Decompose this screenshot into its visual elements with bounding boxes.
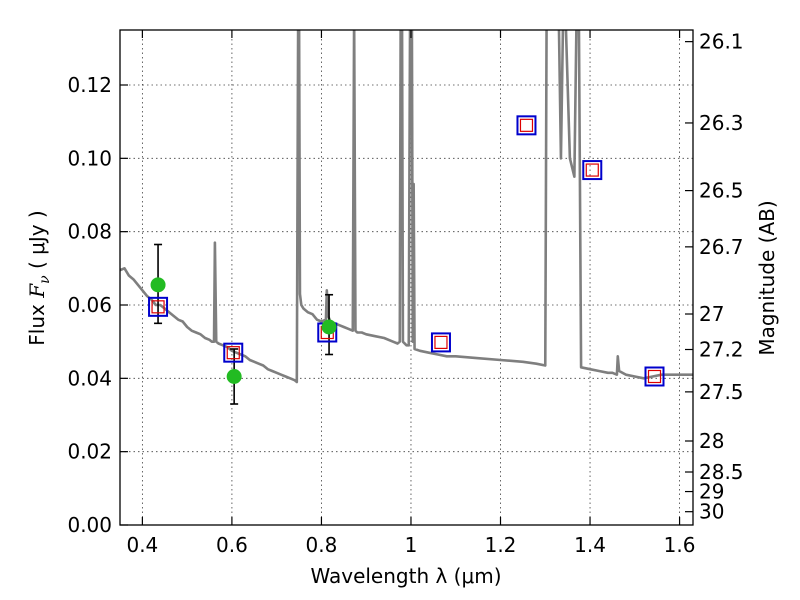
- x-axis-label: Wavelength λ (μm): [310, 564, 501, 588]
- mag-tick-label: 26.3: [699, 111, 744, 135]
- y-tick-label: 0.08: [67, 220, 112, 244]
- y-axis-label-subscript: ν: [37, 275, 53, 284]
- plot-frame: [119, 29, 694, 526]
- x-tick-label: 1.4: [574, 533, 606, 557]
- mag-tick-label: 27: [699, 302, 724, 326]
- y-axis-label-lead: Flux: [25, 298, 49, 346]
- mag-tick-label: 26.1: [699, 30, 744, 54]
- x-tick-label: 1: [405, 533, 418, 557]
- spectrum-series: [120, 30, 693, 384]
- mag-tick-label: 29: [699, 480, 724, 504]
- model-point-inner: [647, 369, 662, 384]
- x-tick-label: 0.8: [306, 533, 338, 557]
- model-point-outer: [430, 332, 451, 353]
- y-axis-label-tail: ( μJy ): [25, 210, 49, 275]
- observed-point: [226, 369, 242, 384]
- model-point-inner: [151, 300, 165, 314]
- x-tick-label: 0.6: [216, 533, 248, 557]
- mag-tick-label: 28: [699, 429, 724, 453]
- observed-photometry-series: [150, 277, 337, 384]
- mag-tick-label: 26.5: [699, 179, 744, 203]
- mag-tick-label: 26.7: [699, 235, 744, 259]
- y-tick-label: 0.06: [67, 293, 112, 317]
- mag-tick-label: 28.5: [699, 460, 744, 484]
- y-tick-label: 0.04: [67, 366, 112, 390]
- spectrum-line: [120, 30, 693, 384]
- x-tick-label: 1.2: [485, 533, 517, 557]
- model-point-outer: [582, 160, 603, 181]
- model-point-outer: [223, 342, 244, 363]
- model-point-inner: [434, 335, 448, 349]
- axis-ticks: [120, 30, 693, 526]
- y-tick-label: 0.00: [67, 513, 112, 537]
- model-point-inner: [519, 118, 534, 132]
- model-point-inner: [226, 346, 240, 360]
- x-tick-label: 1.6: [664, 533, 696, 557]
- y-axis-label-symbol: F: [25, 283, 49, 299]
- observed-point: [150, 277, 166, 293]
- y-axis-label: Flux Fν ( μJy ): [25, 210, 53, 345]
- model-point-outer: [644, 366, 665, 387]
- y2-axis-label: Magnitude (AB): [755, 200, 779, 355]
- mag-tick-label: 27.2: [699, 338, 744, 362]
- y-tick-label: 0.02: [67, 440, 112, 464]
- mag-tick-label: 30: [699, 500, 724, 524]
- model-point-outer: [148, 296, 169, 317]
- observed-point: [321, 319, 337, 335]
- model-photometry-series: [148, 115, 665, 387]
- y-tick-label: 0.10: [67, 146, 112, 170]
- model-point-inner: [585, 163, 599, 177]
- model-point-outer: [516, 115, 537, 136]
- mag-tick-label: 27.5: [699, 380, 744, 404]
- y-tick-label: 0.12: [67, 73, 112, 97]
- x-tick-label: 0.4: [126, 533, 158, 557]
- tick-labels: 0.4 0.6 0.8 1 1.2 1.4 1.6 0.00 0.02 0.04 0.06 0.08 0…: [67, 30, 743, 557]
